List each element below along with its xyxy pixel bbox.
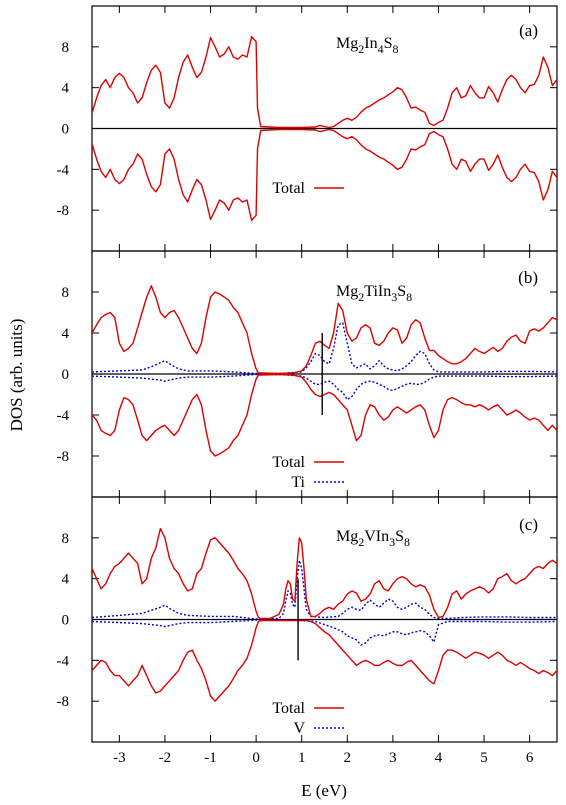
legend-label: V: [293, 720, 305, 737]
formula-text: Mg: [336, 528, 358, 545]
y-tick-label: 0: [62, 367, 70, 383]
y-tick-label: 0: [62, 613, 70, 629]
series-total-up: [92, 37, 557, 128]
series-total-up: [92, 529, 557, 619]
y-tick-label: -4: [57, 653, 70, 669]
y-tick-label: 4: [62, 326, 70, 342]
y-tick-label: 8: [62, 285, 70, 301]
series-total-up: [92, 286, 557, 374]
compound-formula: Mg2In4S8: [336, 35, 398, 56]
x-tick-label: 1: [298, 750, 306, 766]
x-tick-label: 6: [526, 750, 534, 766]
plot-area: [92, 529, 557, 702]
x-tick-label: 3: [389, 750, 397, 766]
formula-text: Mg: [336, 283, 358, 300]
formula-text: VIn: [364, 528, 389, 545]
formula-text: S: [397, 283, 406, 300]
formula-text: Mg: [336, 35, 358, 52]
formula-subscript: 8: [404, 535, 410, 549]
legend-label: Total: [272, 180, 305, 197]
y-tick-label: -8: [57, 203, 70, 219]
formula-text: In: [364, 35, 377, 52]
y-tick-label: -4: [57, 162, 70, 178]
plot-area: [92, 286, 557, 456]
panel-label: (a): [519, 21, 538, 40]
x-tick-label: 4: [435, 750, 443, 766]
y-tick-label: 4: [62, 81, 70, 97]
y-tick-label: 8: [62, 531, 70, 547]
formula-subscript: 8: [392, 42, 398, 56]
y-tick-label: 0: [62, 122, 70, 138]
panel-label: (c): [519, 515, 538, 534]
legend-label: Ti: [291, 474, 305, 491]
panel-b: -8 -4 0 4 8 (b) Mg2TiIn3S8 Total Ti: [57, 251, 558, 497]
series-total-down: [92, 130, 557, 221]
x-tick-label: 0: [252, 750, 260, 766]
formula-text: TiIn: [364, 283, 391, 300]
panels-group: -8-4048(a)Mg2In4S8Total-8-4048(b)Mg2TiIn…: [57, 6, 558, 766]
formula-text: S: [384, 35, 393, 52]
y-tick-label: -8: [57, 449, 70, 465]
x-tick-label: 5: [480, 750, 488, 766]
series-total-down: [92, 375, 557, 457]
panel-label: (b): [518, 268, 538, 287]
legend-label: Total: [272, 700, 305, 717]
formula-subscript: 8: [406, 290, 412, 304]
compound-formula: Mg2TiIn3S8: [336, 283, 412, 304]
series-total-down: [92, 621, 557, 702]
x-tick-label: 2: [344, 750, 352, 766]
panel-c: -3 -2 -1 0 1 2 3 4 5 6 -8 -4 0 4 8 (c) Mg2VIn3S8 Total V: [57, 497, 558, 766]
x-tick-label: -2: [159, 750, 172, 766]
y-axis-label: DOS (arb. units): [7, 319, 26, 432]
legend-label: Total: [272, 454, 305, 471]
x-tick-label: -1: [204, 750, 217, 766]
x-tick-label: -3: [113, 750, 126, 766]
y-tick-label: -8: [57, 694, 70, 710]
panel-a: -8 -4 0 4 8 (a) Mg2In4S8 Total: [57, 6, 558, 251]
series-ti-down: [92, 375, 557, 400]
y-tick-label: -4: [57, 408, 70, 424]
formula-text: S: [395, 528, 404, 545]
series-ti-up: [92, 323, 557, 374]
x-axis-label: E (eV): [301, 781, 347, 800]
y-tick-label: 8: [62, 40, 70, 56]
y-tick-label: 4: [62, 572, 70, 588]
compound-formula: Mg2VIn3S8: [336, 528, 410, 549]
